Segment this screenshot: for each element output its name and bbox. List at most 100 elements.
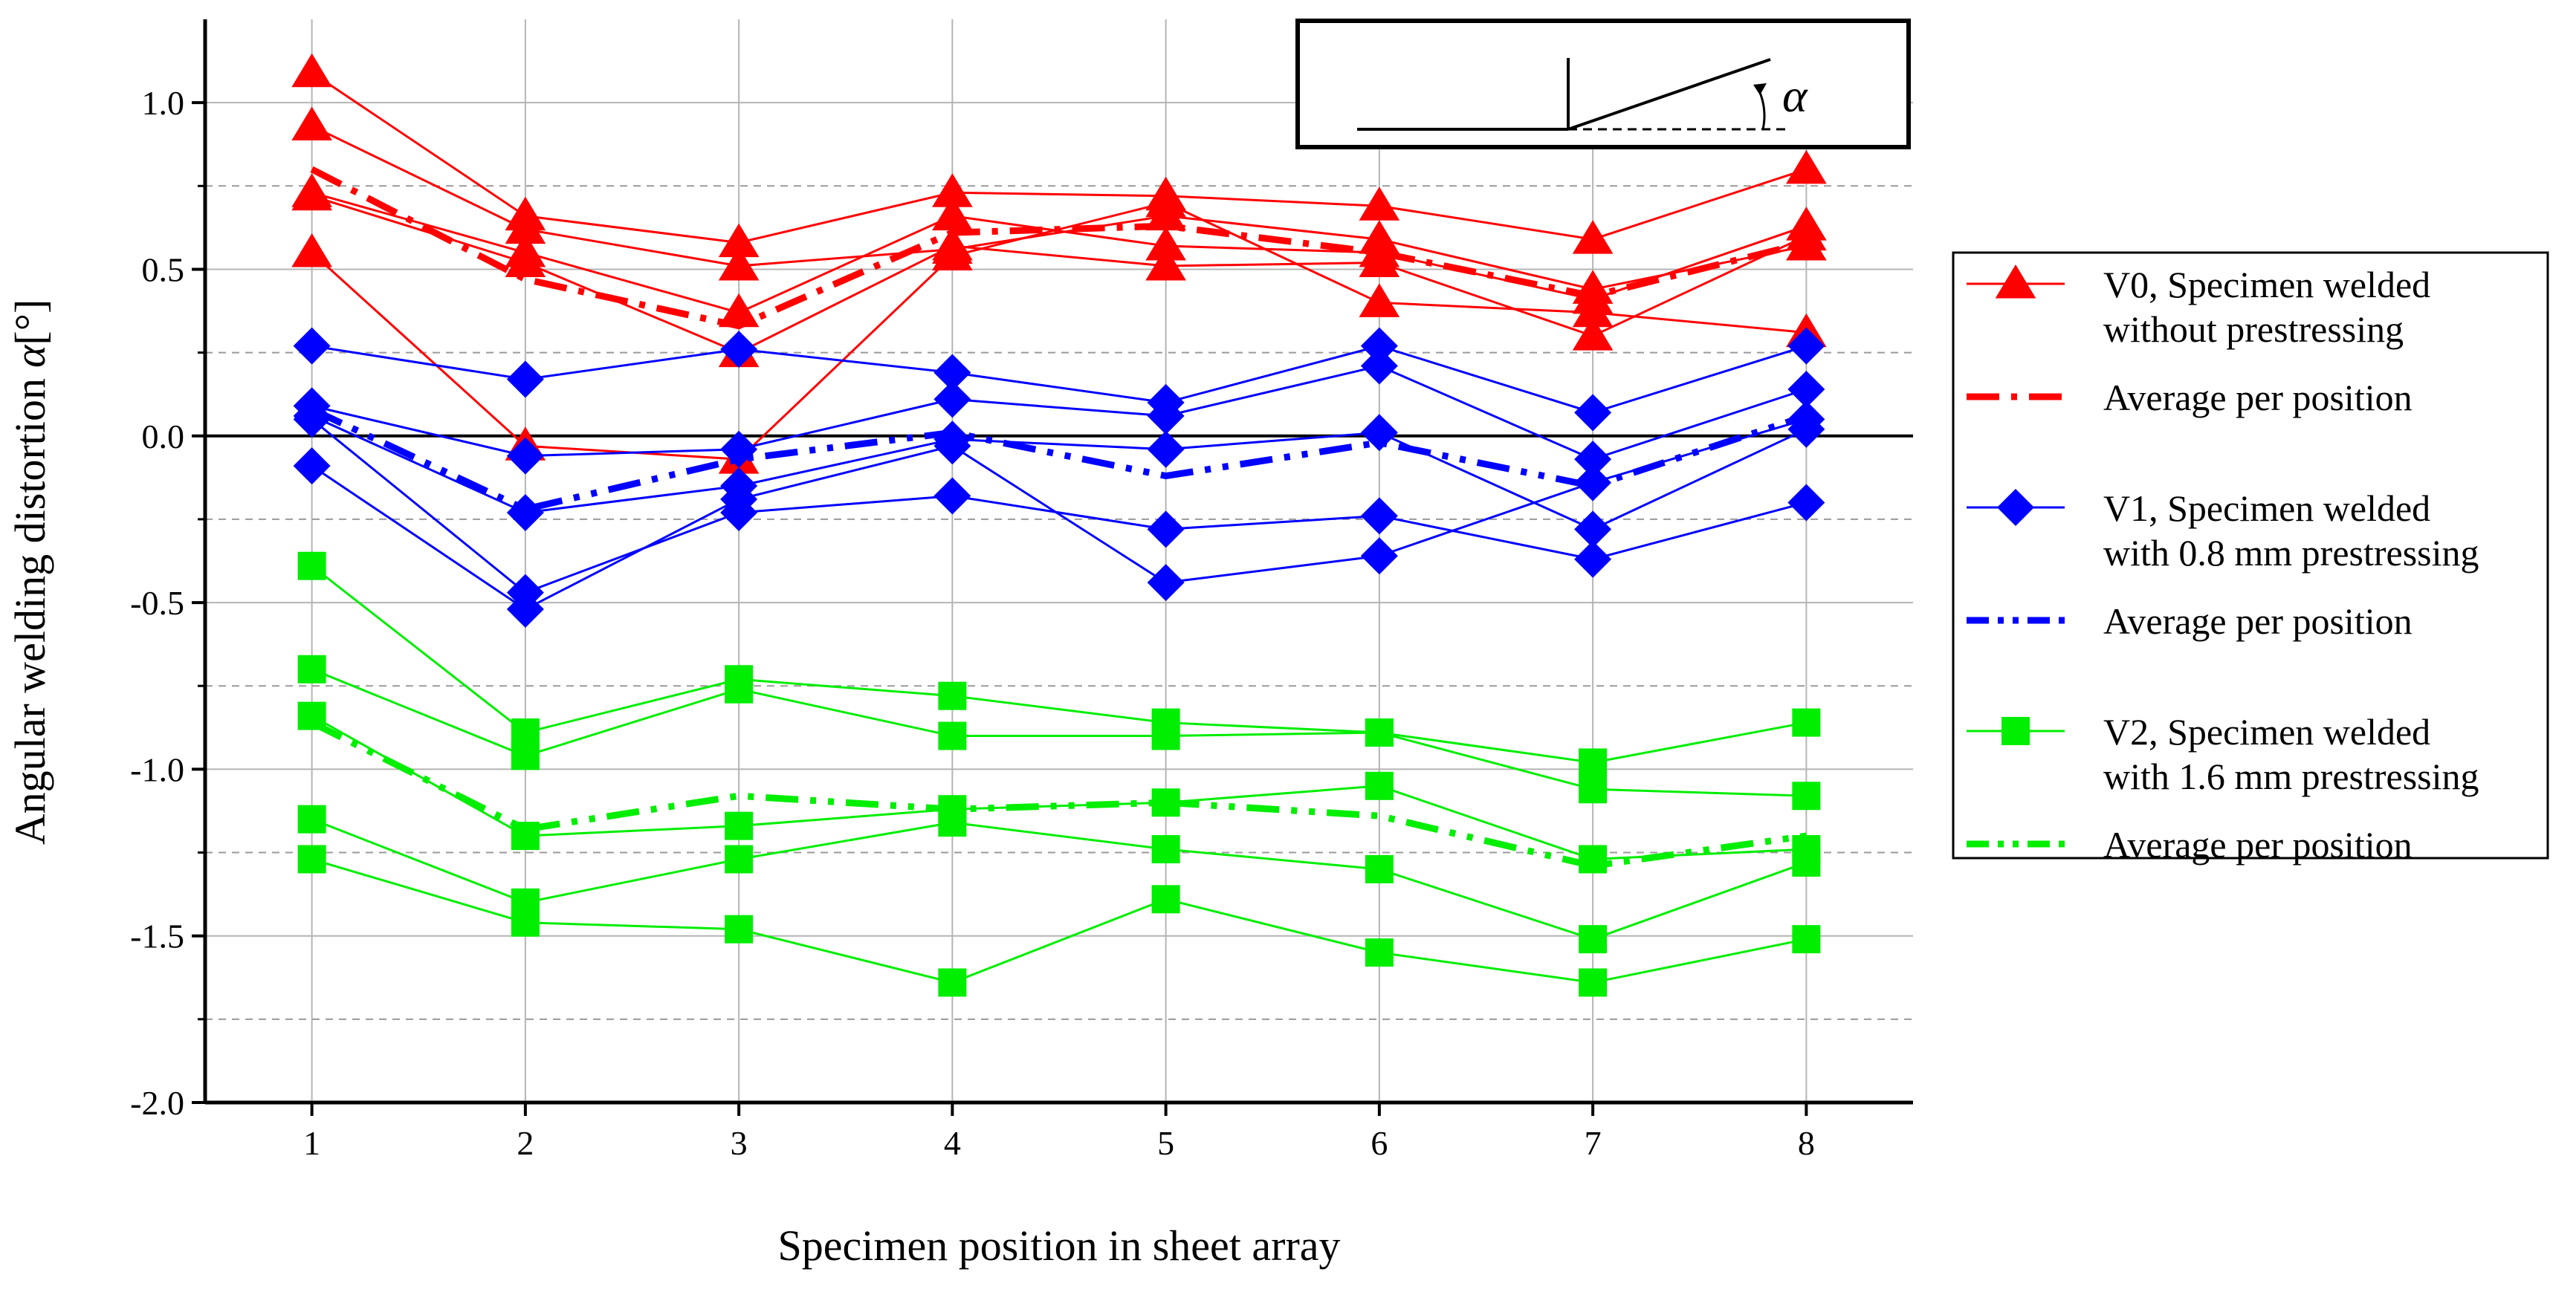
square-marker	[1365, 718, 1394, 747]
diamond-marker	[1787, 327, 1825, 365]
legend-average-label: Average per position	[2103, 600, 2412, 642]
diamond-marker	[1147, 430, 1185, 468]
square-marker	[1579, 968, 1608, 997]
diamond-marker	[1360, 537, 1398, 575]
series-line-v2-4	[311, 818, 1807, 941]
square-marker	[1151, 885, 1180, 914]
series-group-v1	[293, 327, 1825, 629]
square-marker	[1792, 925, 1821, 954]
diamond-marker	[1147, 564, 1185, 602]
diamond-marker	[293, 327, 331, 365]
y-tick-label: -1.5	[130, 918, 184, 955]
series-line-v1-5	[311, 418, 1807, 611]
square-marker	[297, 655, 326, 684]
square-marker	[725, 845, 754, 874]
diamond-marker	[1574, 510, 1612, 548]
axis-titles: Specimen position in sheet array Angular…	[6, 299, 1341, 1270]
diamond-marker	[293, 400, 331, 438]
series-line-v2-3	[311, 715, 1807, 861]
triangle-marker	[1145, 246, 1186, 281]
diamond-marker	[1787, 400, 1825, 438]
inset-frame	[1295, 19, 1911, 149]
triangle-marker	[932, 196, 973, 231]
diamond-marker	[1574, 464, 1612, 501]
square-marker	[1365, 854, 1394, 883]
series-line-v0-4	[311, 195, 1808, 354]
triangle-marker	[932, 173, 973, 207]
legend-label-line2: with 1.6 mm prestressing	[2103, 756, 2479, 797]
x-tick-label: 7	[1585, 1124, 1602, 1162]
triangle-marker	[718, 293, 760, 328]
diamond-marker	[506, 591, 544, 629]
y-axis-title-symbol: α	[6, 344, 54, 368]
legend-label-line1: V1, Specimen welded	[2103, 487, 2430, 529]
square-marker	[1579, 748, 1608, 777]
square-marker	[2001, 717, 2030, 745]
diamond-marker	[1147, 397, 1185, 435]
square-marker	[1579, 775, 1608, 804]
triangle-marker	[1359, 243, 1400, 277]
triangle-marker	[291, 176, 332, 211]
x-tick-label: 8	[1798, 1124, 1815, 1162]
y-tick-label: -2.0	[130, 1084, 184, 1122]
triangle-marker	[1359, 283, 1400, 317]
legend-label-line2: without prestressing	[2103, 308, 2404, 350]
triangle-marker	[505, 210, 546, 244]
x-axis-title: Specimen position in sheet array	[777, 1221, 1340, 1270]
square-marker	[511, 908, 540, 937]
triangle-marker	[932, 236, 973, 271]
legend-label-line1: V2, Specimen welded	[2103, 711, 2430, 753]
square-marker	[1792, 782, 1821, 811]
triangle-marker	[1786, 149, 1827, 184]
triangle-marker	[1995, 264, 2036, 299]
diamond-marker	[1360, 347, 1398, 385]
square-marker	[511, 741, 540, 770]
triangle-marker	[505, 243, 546, 277]
series-line-v2-5	[311, 858, 1807, 984]
triangle-marker	[1359, 186, 1400, 221]
square-marker	[1579, 845, 1608, 874]
average-line-v1	[310, 406, 1808, 513]
square-marker	[938, 968, 967, 997]
legend-label-line2: with 0.8 mm prestressing	[2103, 532, 2479, 574]
diamond-marker	[933, 380, 971, 418]
series-line-v2-2	[311, 668, 1807, 797]
triangle-marker	[1572, 220, 1614, 254]
diamond-marker	[933, 427, 971, 465]
triangle-marker	[718, 246, 760, 281]
diamond-marker	[1147, 510, 1185, 548]
y-tick-label: 0.0	[142, 418, 185, 455]
y-tick-label: 1.0	[142, 84, 185, 122]
square-marker	[297, 845, 326, 874]
square-marker	[938, 808, 967, 837]
x-tick-label: 3	[731, 1124, 748, 1162]
square-marker	[297, 805, 326, 834]
x-tick-label: 5	[1157, 1124, 1174, 1162]
axes: -2.0 -1.5 -1.0 -0.5 0.0 0.5 1.0 1 2 3 4 5 6 7 8	[130, 19, 1913, 1162]
triangle-marker	[718, 223, 760, 258]
series-line-v0-1	[311, 71, 1807, 244]
diamond-marker	[1574, 394, 1612, 432]
triangle-marker	[1572, 316, 1614, 351]
series-line-v2-1	[311, 565, 1807, 764]
triangle-marker	[1145, 183, 1186, 218]
square-marker	[938, 721, 967, 750]
diamond-marker	[506, 360, 544, 398]
diamond-marker	[293, 447, 331, 485]
square-marker	[725, 915, 754, 944]
series-line-v1-1	[311, 345, 1807, 414]
diamond-marker	[720, 331, 758, 368]
series-group-v0	[291, 53, 1827, 474]
series-line-v1-4	[311, 418, 1807, 594]
legend-average-label: Average per position	[2103, 377, 2412, 418]
x-tick-label: 1	[303, 1124, 320, 1162]
series-group-v2	[297, 551, 1821, 997]
x-tick-label: 4	[944, 1124, 961, 1162]
diamond-marker	[933, 354, 971, 392]
y-tick-label: 0.5	[142, 250, 185, 288]
triangle-marker	[291, 53, 332, 88]
